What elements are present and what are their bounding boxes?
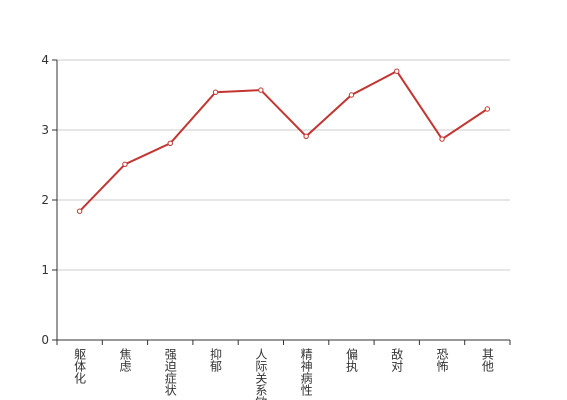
point — [167, 140, 173, 147]
y-tick-label: 2 — [41, 193, 49, 207]
point — [439, 136, 445, 142]
point — [394, 68, 400, 74]
x-tick-label: 躯体化 — [73, 347, 87, 385]
y-tick-label: 3 — [41, 123, 49, 137]
point — [484, 106, 491, 112]
line — [78, 69, 488, 212]
x-tick-label: 敌对 — [390, 347, 404, 372]
y-tick-label: 1 — [41, 263, 49, 277]
point — [122, 161, 128, 168]
x-tick-label: 强迫症状 — [163, 348, 177, 396]
point — [303, 133, 309, 140]
y-tick-label: 4 — [41, 53, 49, 67]
x-tick-label: 恐怖 — [435, 348, 449, 372]
y-tick-label: 0 — [41, 333, 49, 347]
x-tick-label: 抑郁 — [209, 347, 223, 373]
x-tick-label: 偏执 — [344, 347, 358, 373]
point — [258, 87, 264, 93]
x-tick-label: 焦虑 — [118, 348, 132, 372]
point — [212, 89, 219, 95]
x-tick-label: 精神病性 — [299, 348, 313, 397]
x-tick-label: 其他 — [480, 348, 494, 372]
point — [76, 208, 83, 214]
x-tick-label: 人际关系敏感 — [254, 348, 268, 400]
point — [348, 92, 355, 98]
